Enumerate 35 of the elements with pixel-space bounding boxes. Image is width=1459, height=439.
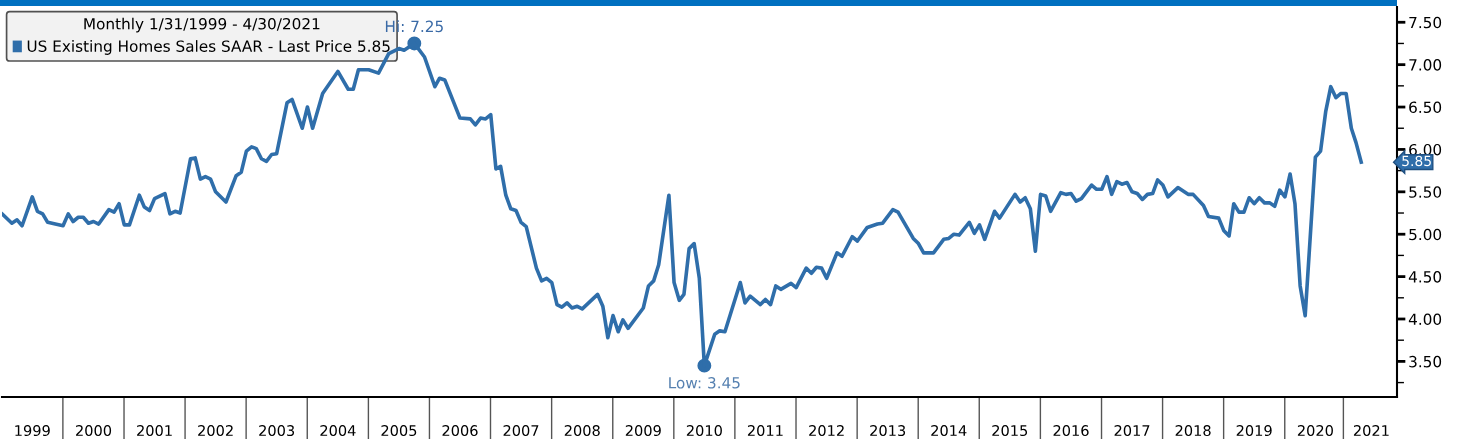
y-tick-label: 5.00 — [1409, 228, 1442, 241]
x-tick-label: 2018 — [1175, 425, 1211, 437]
annotation: Low: 3.45 — [669, 377, 740, 389]
x-tick-label: 2007 — [503, 425, 539, 437]
x-tick-label: 1999 — [15, 425, 50, 437]
x-tick-label: 2016 — [1053, 425, 1089, 437]
x-tick-label: 2013 — [870, 425, 906, 437]
y-tick-label: 7.00 — [1409, 59, 1442, 71]
x-tick-label: 2004 — [320, 425, 356, 437]
y-tick-label: 5.50 — [1409, 186, 1442, 198]
annotation: 5.85 — [1402, 155, 1431, 167]
x-tick-label: 2009 — [625, 425, 661, 437]
legend-title: Monthly 1/31/1999 - 4/30/2021 — [84, 17, 320, 33]
x-tick-label: 2006 — [442, 425, 478, 437]
legend-label: US Existing Homes Sales SAAR - Last Price 5.85 — [27, 40, 390, 55]
x-tick-label: 2015 — [992, 425, 1028, 437]
x-tick-label: 2021 — [1353, 425, 1389, 437]
y-tick-label: 6.50 — [1409, 101, 1442, 114]
y-tick-label: 4.50 — [1408, 271, 1442, 283]
y-tick-label: 7.50 — [1409, 16, 1442, 29]
x-tick-label: 2017 — [1114, 425, 1150, 437]
x-tick-label: 2003 — [259, 425, 295, 437]
x-tick-label: 2011 — [747, 425, 783, 437]
x-tick-label: 2008 — [564, 425, 600, 437]
x-tick-label: 2020 — [1297, 425, 1333, 437]
x-tick-label: 2000 — [76, 425, 112, 437]
x-tick-label: 2005 — [381, 425, 417, 437]
x-tick-label: 2014 — [931, 425, 967, 437]
y-tick-label: 3.50 — [1409, 355, 1442, 368]
x-tick-label: 2001 — [137, 425, 172, 437]
x-tick-label: 2019 — [1236, 425, 1272, 437]
y-tick-label: 4.00 — [1408, 313, 1442, 326]
x-tick-label: 2012 — [809, 425, 844, 437]
x-tick-label: 2010 — [686, 425, 722, 437]
x-tick-label: 2002 — [198, 425, 233, 437]
